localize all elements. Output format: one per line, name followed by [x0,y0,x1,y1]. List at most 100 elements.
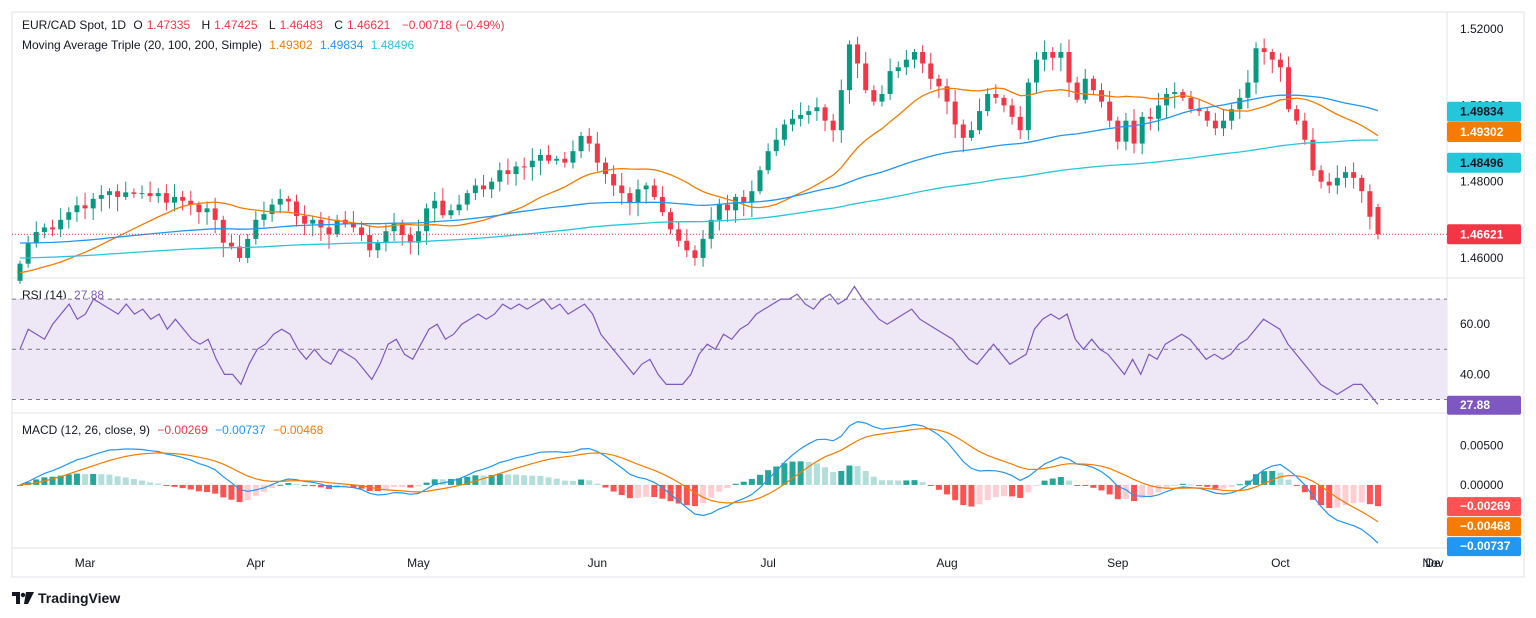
x-tick-label: Aug [936,556,957,570]
macd-hist-bar [130,479,137,485]
macd-hist-bar [960,484,967,506]
candle-up [733,196,739,211]
candle-up [643,185,649,190]
macd-hist-bar [765,470,772,485]
x-tick-label: Oct [1271,556,1290,570]
candle-up [968,130,974,138]
macd-hist-bar [1106,484,1113,495]
macd-hist-bar [220,484,227,498]
x-tick-label: Mar [75,556,96,570]
candle-up [456,204,462,211]
candle-up [1025,82,1031,131]
macd-hist-bar [1375,484,1381,507]
macd-hist-bar [1033,484,1040,486]
ma-legend-label: Moving Average Triple (20, 100, 200, Sim… [22,38,262,52]
macd-hist-bar [73,473,80,485]
price-tick-label: 1.46000 [1460,251,1504,265]
candle-up [879,93,885,102]
macd-label-macd: −0.00737 [1460,539,1511,553]
macd-hist-bar [870,476,877,485]
price-tick-label: 1.48000 [1460,175,1504,189]
candle-down [944,86,950,102]
candle-down [1286,67,1292,110]
candle-down [863,63,869,91]
ma20-line [19,87,1379,274]
price-label-close: 1.46621 [1460,227,1504,241]
candle-down [871,90,877,102]
candle-down [651,185,657,197]
macd-hist-bar [488,475,495,485]
macd-hist-bar [301,484,308,486]
candle-down [724,204,730,211]
candle-down [594,143,600,163]
candle-down [1115,120,1121,142]
candle-up [529,160,535,168]
macd-hist-bar [122,477,129,485]
candle-up [497,170,503,182]
rsi-pane[interactable] [12,285,1447,405]
candle-up [1139,116,1145,144]
price-label-ma100: 1.49834 [1460,105,1504,119]
macd-hist-bar [643,484,650,497]
price-label-box [1447,101,1521,122]
macd-hist-bar [82,474,89,485]
rsi-tick-label: 60.00 [1460,317,1490,331]
price-pane[interactable] [12,36,1447,284]
macd-hist-bar [667,484,674,502]
candle-up [334,219,340,235]
candle-down [326,227,332,235]
candle-down [684,240,690,251]
ma-legend: Moving Average Triple (20, 100, 200, Sim… [22,38,418,52]
macd-hist-bar [789,461,796,485]
candle-up [310,219,316,224]
macd-hist-bar [179,484,186,489]
macd-hist-bar [1187,484,1194,486]
candle-down [668,212,674,230]
macd-hist-bar [1334,484,1341,508]
candle-down [952,101,958,125]
tradingview-logo: TradingView [12,590,120,606]
macd-hist-bar [675,484,682,504]
candle-down [936,78,942,87]
macd-hist-bar [553,478,560,485]
price-label-box [1447,122,1521,143]
macd-hist-bar [447,479,454,485]
macd-hist-bar [846,465,853,485]
candle-up [1237,97,1243,110]
price-label-ma20: 1.49302 [1460,125,1504,139]
candle-down [180,196,186,201]
candle-down [318,219,324,228]
price-label-box [1447,224,1521,245]
macd-hist-bar [984,484,991,500]
macd-hist-bar [391,484,398,488]
macd-hist-bar [187,484,194,490]
candle-down [407,235,413,243]
candle-down [293,201,299,216]
candle-up [781,124,787,140]
macd-hist-bar [895,480,902,485]
candle-down [920,52,926,64]
macd-pane[interactable] [17,420,1381,544]
macd-hist-bar [277,484,284,486]
macd-hist-bar [659,484,666,499]
candle-down [1375,207,1381,235]
candle-up [172,196,178,203]
macd-hist-bar [1277,472,1284,485]
candle-down [659,196,665,213]
candle-down [627,193,633,203]
candle-up [1172,92,1178,94]
candle-down [1074,82,1080,100]
x-tick-label: Sep [1107,556,1129,570]
candle-up [749,191,755,203]
candle-down [692,250,698,258]
macd-tick-label: 0.00500 [1460,439,1504,453]
candle-up [1058,52,1064,58]
candle-up [716,204,722,220]
candle-up [1334,177,1340,186]
price-label-box [1447,152,1521,173]
macd-hist-bar [1017,484,1024,498]
candle-up [1253,48,1259,83]
candle-down [960,124,966,138]
macd-hist-bar [887,480,894,485]
